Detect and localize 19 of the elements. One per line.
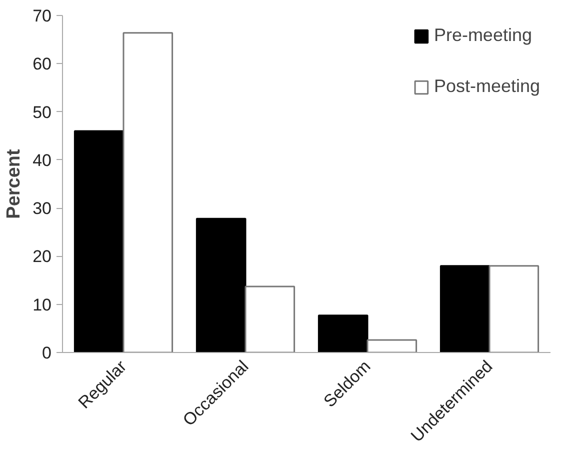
bar (366, 339, 418, 352)
bar (318, 314, 368, 352)
y-tick-label: 70 (32, 6, 52, 26)
bar (440, 265, 490, 352)
y-tick-label: 30 (32, 199, 52, 218)
y-tick-label: 20 (32, 247, 52, 266)
bar (488, 265, 540, 352)
bar (122, 32, 174, 352)
legend-label: Pre-meeting (434, 25, 532, 46)
y-tick-label: 0 (42, 344, 52, 362)
y-tick-label: 50 (32, 102, 52, 122)
legend-label: Post-meeting (434, 76, 540, 97)
y-tick-label: 60 (32, 54, 52, 74)
bar (196, 218, 246, 352)
y-tick-label: 10 (32, 295, 52, 314)
y-tick-label: 40 (32, 150, 52, 170)
bar (74, 130, 124, 352)
y-axis-title: Percent (4, 148, 25, 219)
bar (244, 286, 296, 352)
